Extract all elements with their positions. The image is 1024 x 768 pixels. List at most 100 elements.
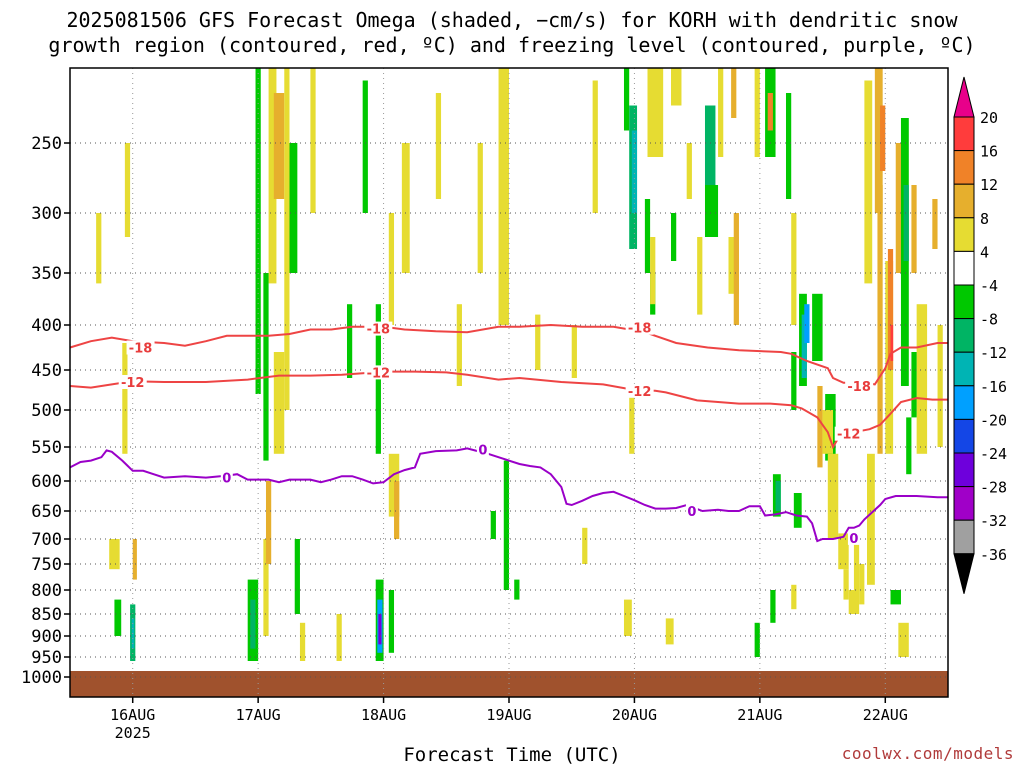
omega-cell xyxy=(388,213,395,325)
omega-cell xyxy=(490,511,496,539)
omega-cell xyxy=(843,569,849,600)
x-tick-label: 16AUG xyxy=(110,706,155,724)
contour-label-bg xyxy=(364,321,393,336)
omega-cell xyxy=(514,579,520,600)
colorbar-label: 4 xyxy=(980,243,989,261)
omega-cell xyxy=(623,599,632,636)
omega-cell xyxy=(124,143,131,237)
omega-cell xyxy=(273,352,285,454)
omega-cell xyxy=(859,564,865,605)
chart-title-line2: growth region (contoured, red, ºC) and f… xyxy=(48,33,976,57)
omega-cell xyxy=(916,304,928,454)
omega-cell xyxy=(911,185,917,273)
omega-cell xyxy=(866,453,875,585)
colorbar-label: 20 xyxy=(980,109,998,127)
omega-cell xyxy=(804,304,810,343)
omega-cell xyxy=(109,539,120,570)
omega-cell xyxy=(853,544,860,590)
omega-cell xyxy=(704,185,719,237)
credit-link[interactable]: coolwx.com/models xyxy=(841,744,1014,763)
colorbar-label: -20 xyxy=(980,411,1007,429)
contour-label-bg xyxy=(476,442,489,457)
contour-label-bg xyxy=(364,365,393,380)
omega-cell xyxy=(718,68,724,157)
omega-cell xyxy=(793,493,802,528)
colorbar-label: -12 xyxy=(980,344,1007,362)
contour-label: -12 xyxy=(837,428,861,443)
omega-cell xyxy=(903,185,909,261)
colorbar-swatch xyxy=(953,351,975,387)
omega-cell xyxy=(571,325,577,378)
omega-cell xyxy=(294,539,300,614)
contour-label-bg xyxy=(847,530,860,545)
y-tick-label: 600 xyxy=(31,472,62,492)
omega-cell xyxy=(346,304,353,378)
contour-label: -12 xyxy=(628,385,652,400)
omega-cell xyxy=(631,130,638,213)
contour-label-bg xyxy=(845,379,874,393)
omega-cell xyxy=(263,539,269,636)
omega-cell xyxy=(629,394,635,454)
colorbar-bottom-arrow xyxy=(953,553,975,594)
omega-cell xyxy=(697,237,703,315)
omega-cell xyxy=(388,590,395,653)
omega-cell xyxy=(268,68,277,284)
colorbar-label: -24 xyxy=(980,445,1007,463)
omega-cell xyxy=(310,68,316,213)
x-tick-label: 20AUG xyxy=(612,706,657,724)
omega-cell xyxy=(265,481,272,564)
omega-cell xyxy=(289,143,298,273)
omega-cell xyxy=(671,213,677,261)
contour-label: 0 xyxy=(478,444,487,459)
colorbar-label: 8 xyxy=(980,210,989,228)
omega-cell xyxy=(791,352,797,410)
x-tick-label: 21AUG xyxy=(737,706,782,724)
omega-cell xyxy=(890,590,901,605)
colorbar-swatch xyxy=(953,150,975,185)
omega-cell xyxy=(754,68,760,157)
colorbar-swatch xyxy=(953,284,975,320)
omega-cell xyxy=(362,80,368,213)
contour-lines: -18 -18 -18 -18 -12 -12 -12 -12 0 0 0 0 xyxy=(69,320,948,547)
colorbar-swatch xyxy=(953,385,975,420)
omega-cell xyxy=(754,622,760,657)
y-tick-label: 500 xyxy=(31,401,62,421)
contour-label: -18 xyxy=(628,322,652,337)
omega-cell xyxy=(812,293,823,361)
y-tick-label: 1000 xyxy=(21,668,62,688)
colorbar-swatch xyxy=(953,250,975,286)
omega-cell xyxy=(535,314,541,370)
x-tick-label: 22AUG xyxy=(863,706,908,724)
contour-label: 0 xyxy=(222,472,231,487)
colorbar-label: 12 xyxy=(980,176,998,194)
colorbar-swatch xyxy=(953,452,975,488)
contour-label-bg xyxy=(625,320,654,335)
omega-cell xyxy=(284,68,290,410)
omega-cell xyxy=(503,460,509,590)
y-tick-label: 550 xyxy=(31,438,62,458)
omega-cell xyxy=(801,314,807,378)
omega-cell xyxy=(827,453,839,539)
omega-cell xyxy=(122,343,128,454)
colorbar-swatch xyxy=(953,318,975,353)
omega-cell xyxy=(456,304,462,386)
colorbar-label: -32 xyxy=(980,512,1007,530)
omega-cell xyxy=(874,68,883,213)
colorbar-swatch xyxy=(953,183,975,219)
omega-cell xyxy=(477,143,483,273)
omega-cell xyxy=(890,325,894,361)
contour-label-bg xyxy=(126,340,155,355)
omega-cell xyxy=(932,199,938,249)
omega-cell xyxy=(686,143,692,199)
y-tick-label: 800 xyxy=(31,581,62,601)
omega-cell xyxy=(864,80,873,284)
omega-cell xyxy=(336,614,342,661)
omega-cell xyxy=(775,481,781,511)
colorbar-top-arrow xyxy=(953,76,975,118)
omega-cell xyxy=(911,352,917,418)
omega-cell xyxy=(848,590,860,614)
omega-cell xyxy=(435,93,442,199)
x-tick-label: 19AUG xyxy=(486,706,531,724)
omega-cell xyxy=(877,185,883,454)
